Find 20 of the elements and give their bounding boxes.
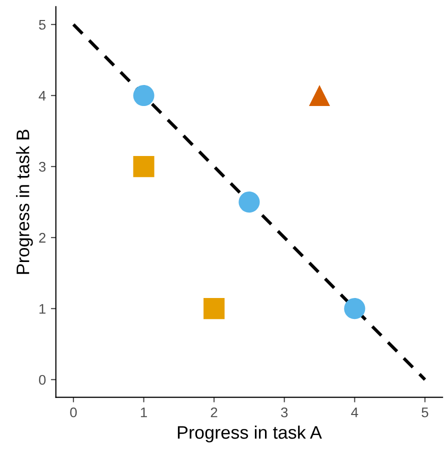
point bbox=[238, 192, 260, 213]
y-tick-label: 4 bbox=[38, 90, 46, 101]
y-axis-title: Progress in task B bbox=[16, 130, 33, 274]
x-tick-label: 2 bbox=[210, 407, 218, 418]
y-tick-label: 5 bbox=[38, 20, 46, 30]
y-tick-label: 3 bbox=[38, 162, 46, 172]
x-tick-label: 1 bbox=[140, 408, 147, 418]
point bbox=[344, 298, 366, 320]
x-tick-label: 0 bbox=[70, 407, 77, 418]
point bbox=[133, 84, 154, 106]
x-tick-label: 4 bbox=[351, 408, 358, 418]
point bbox=[133, 156, 154, 178]
x-tick-label: 5 bbox=[422, 408, 428, 418]
x-axis-title: Progress in task A bbox=[178, 426, 322, 442]
y-tick-label: 2 bbox=[39, 232, 46, 243]
point bbox=[308, 84, 330, 106]
x-tick-label: 3 bbox=[281, 407, 288, 418]
y-tick-label: 0 bbox=[38, 374, 46, 385]
point bbox=[204, 298, 225, 320]
y-tick-label: 1 bbox=[39, 304, 46, 314]
